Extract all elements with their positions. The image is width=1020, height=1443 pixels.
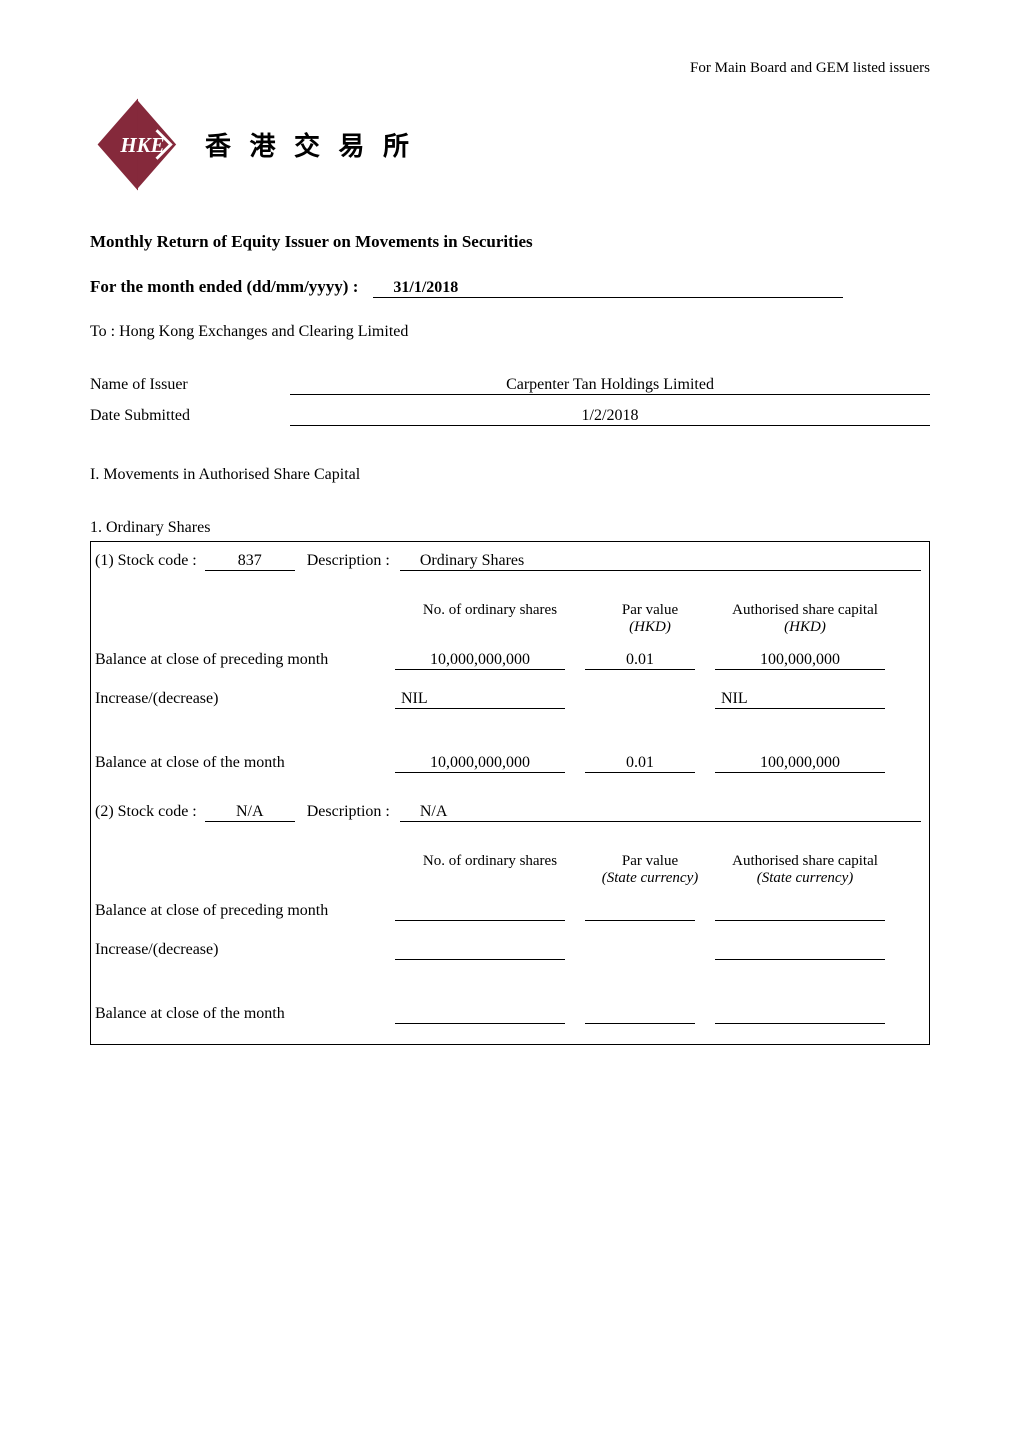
row-cap-value: 100,000,000	[715, 651, 885, 670]
stock1-code-value: 837	[205, 552, 295, 571]
stock2-header-row: (2) Stock code : N/A Description : N/A	[91, 783, 929, 828]
stock2-row-preceding: Balance at close of preceding month	[91, 892, 929, 931]
stock1-desc-value: Ordinary Shares	[400, 552, 921, 571]
row-label: Balance at close of preceding month	[95, 651, 395, 669]
issuer-name-value: Carpenter Tan Holdings Limited	[290, 376, 930, 395]
month-ended-row: For the month ended (dd/mm/yyyy) : 31/1/…	[90, 277, 930, 298]
stock2-desc-value: N/A	[400, 803, 921, 822]
shares-table: (1) Stock code : 837 Description : Ordin…	[90, 541, 930, 1045]
col-header-cap-a: Authorised share capital	[732, 853, 878, 869]
row-shares-value: NIL	[395, 690, 565, 709]
col-header-cap: Authorised share capital (HKD)	[715, 602, 895, 636]
row-label: Increase/(decrease)	[95, 941, 395, 959]
month-value: 31/1/2018	[373, 279, 843, 298]
row-cap-value	[715, 902, 885, 921]
stock2-code-value: N/A	[205, 803, 295, 822]
ordinary-shares-title: 1. Ordinary Shares	[90, 519, 930, 537]
section-1-title: I. Movements in Authorised Share Capital	[90, 466, 930, 484]
row-cap-value	[715, 1005, 885, 1024]
row-par-value	[585, 1005, 695, 1024]
addressee-line: To : Hong Kong Exchanges and Clearing Li…	[90, 323, 930, 341]
col-header-par-b: (State currency)	[602, 870, 698, 886]
row-cap-value	[715, 941, 885, 960]
header-note: For Main Board and GEM listed issuers	[90, 60, 930, 77]
row-par-value: 0.01	[585, 651, 695, 670]
stock1-row-close: Balance at close of the month 10,000,000…	[91, 719, 929, 783]
col-header-par: Par value (HKD)	[585, 602, 715, 636]
row-cap-value: NIL	[715, 690, 885, 709]
hkex-logo-icon: HKE	[90, 97, 185, 192]
logo-row: HKE 香 港 交 易 所	[90, 97, 930, 192]
stock1-code-label: (1) Stock code :	[95, 552, 197, 570]
row-label: Balance at close of the month	[95, 754, 395, 772]
month-label: For the month ended (dd/mm/yyyy) :	[90, 277, 358, 297]
row-shares-value	[395, 941, 565, 960]
row-shares-value: 10,000,000,000	[395, 754, 565, 773]
col-header-cap-b: (State currency)	[757, 870, 853, 886]
stock1-header-row: (1) Stock code : 837 Description : Ordin…	[91, 542, 929, 577]
row-shares-value: 10,000,000,000	[395, 651, 565, 670]
issuer-name-label: Name of Issuer	[90, 376, 290, 394]
date-submitted-row: Date Submitted 1/2/2018	[90, 407, 930, 426]
row-shares-value	[395, 902, 565, 921]
col-header-cap-a: Authorised share capital	[732, 602, 878, 618]
stock2-desc-label: Description :	[307, 803, 390, 821]
stock1-row-preceding: Balance at close of preceding month 10,0…	[91, 641, 929, 680]
svg-text:HKE: HKE	[119, 133, 164, 157]
col-header-cap-b: (HKD)	[784, 619, 826, 635]
document-title: Monthly Return of Equity Issuer on Movem…	[90, 232, 930, 252]
stock1-desc-label: Description :	[307, 552, 390, 570]
col-header-cap: Authorised share capital (State currency…	[715, 853, 895, 887]
col-header-shares: No. of ordinary shares	[395, 853, 585, 887]
row-label: Balance at close of the month	[95, 1005, 395, 1023]
stock1-row-increase: Increase/(decrease) NIL NIL	[91, 680, 929, 719]
logo-cn-text: 香 港 交 易 所	[205, 126, 415, 163]
col-header-par: Par value (State currency)	[585, 853, 715, 887]
date-submitted-label: Date Submitted	[90, 407, 290, 425]
stock2-code-label: (2) Stock code :	[95, 803, 197, 821]
row-par-value	[585, 902, 695, 921]
stock2-row-increase: Increase/(decrease)	[91, 931, 929, 970]
row-label: Increase/(decrease)	[95, 690, 395, 708]
stock2-row-close: Balance at close of the month	[91, 970, 929, 1044]
row-label: Balance at close of preceding month	[95, 902, 395, 920]
stock2-col-headers: No. of ordinary shares Par value (State …	[91, 828, 929, 892]
stock1-col-headers: No. of ordinary shares Par value (HKD) A…	[91, 577, 929, 641]
date-submitted-value: 1/2/2018	[290, 407, 930, 426]
col-header-par-a: Par value	[622, 602, 678, 618]
col-header-par-b: (HKD)	[629, 619, 671, 635]
col-header-shares: No. of ordinary shares	[395, 602, 585, 636]
row-shares-value	[395, 1005, 565, 1024]
issuer-name-row: Name of Issuer Carpenter Tan Holdings Li…	[90, 376, 930, 395]
col-header-par-a: Par value	[622, 853, 678, 869]
row-cap-value: 100,000,000	[715, 754, 885, 773]
row-par-value: 0.01	[585, 754, 695, 773]
